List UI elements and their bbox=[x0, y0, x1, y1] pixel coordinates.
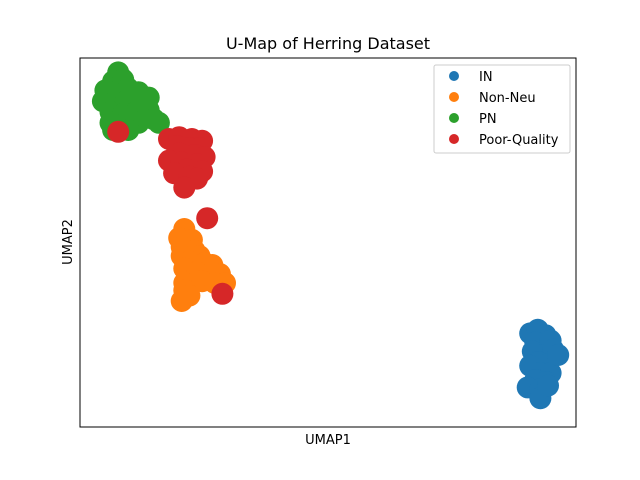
series-pn bbox=[91, 61, 170, 141]
y-axis-label: UMAP2 bbox=[61, 219, 76, 265]
point-poor-quality-21 bbox=[211, 282, 234, 305]
legend: IN Non-Neu PN Poor-Quality bbox=[433, 64, 571, 154]
legend-label-in: IN bbox=[479, 70, 493, 85]
legend-label-non-neu: Non-Neu bbox=[479, 91, 536, 106]
point-pn-20 bbox=[147, 111, 170, 134]
plot-frame bbox=[79, 57, 577, 428]
points-layer bbox=[91, 61, 570, 410]
series-non-neu bbox=[168, 218, 236, 312]
point-poor-quality-20 bbox=[196, 207, 219, 230]
chart-title: U-Map of Herring Dataset bbox=[226, 34, 430, 53]
point-non-neu-19 bbox=[170, 290, 193, 312]
legend-label-poor-quality: Poor-Quality bbox=[479, 133, 559, 148]
point-in-19 bbox=[537, 374, 559, 397]
legend-marker-in bbox=[449, 71, 459, 81]
series-poor-quality bbox=[107, 120, 234, 305]
point-in-17 bbox=[547, 344, 570, 366]
point-poor-quality-19 bbox=[173, 176, 196, 199]
legend-marker-non-neu bbox=[449, 92, 459, 102]
legend-marker-poor-quality bbox=[449, 134, 459, 144]
x-axis-label: UMAP1 bbox=[305, 433, 351, 448]
legend-marker-pn bbox=[449, 113, 459, 123]
legend-box bbox=[433, 64, 571, 154]
series-in bbox=[516, 318, 570, 410]
legend-label-pn: PN bbox=[479, 112, 497, 127]
point-poor-quality-0 bbox=[107, 120, 130, 143]
